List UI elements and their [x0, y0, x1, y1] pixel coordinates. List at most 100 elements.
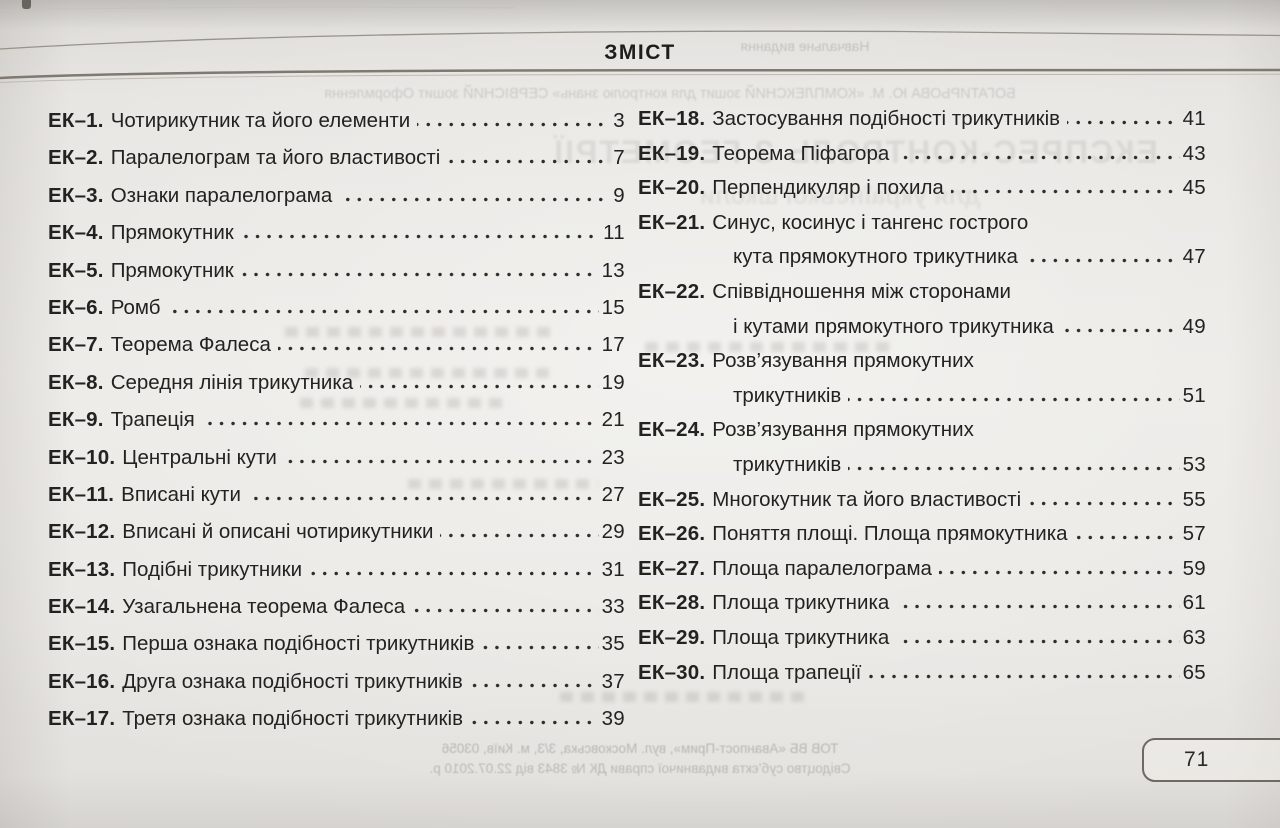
toc-entry-title: Подібні трикутники	[122, 557, 303, 581]
toc-entry-label: ЕК–26.	[638, 522, 706, 546]
toc-entry-title: Розв’язування прямокутних	[712, 418, 974, 442]
toc-entry-line: і кутами прямокутного трикутника 49	[638, 310, 1206, 345]
toc-entry: ЕК–8. Середня лінія трикутника 19	[48, 364, 625, 401]
toc-entry-title: Центральні кути	[122, 445, 277, 469]
toc-entry-page-number: 45	[1182, 176, 1206, 200]
toc-entry-title: Теорема Фалеса	[110, 333, 271, 357]
toc-entry-title-continued: і кутами прямокутного трикутника	[733, 314, 1054, 338]
toc-entry-line: ЕК–16. Друга ознака подібності трикутникі…	[48, 663, 625, 700]
toc-entry-title: Ознаки паралелограма	[110, 183, 333, 207]
toc-entry: ЕК–17. Третя ознака подібності трикутникі…	[48, 700, 625, 737]
dotted-leader	[1067, 120, 1180, 125]
toc-entry-label: ЕК–16.	[48, 669, 116, 693]
toc-entry: ЕК–15. Перша ознака подібності трикутникі…	[48, 625, 625, 662]
toc-entry-title: Застосування подібності трикутників	[712, 107, 1061, 130]
toc-entry-title: Середня лінія трикутника	[110, 370, 354, 394]
toc-entry: ЕК–27. Площа паралелограма 59	[638, 552, 1206, 587]
toc-entry-title: Площа паралелограма	[712, 556, 932, 580]
bleedthrough-imprint-line1: ТОВ ВБ «Аванпост-Прим», вул. Московська,…	[441, 741, 839, 756]
toc-entry-label: ЕК–24.	[638, 418, 706, 442]
dotted-leader	[240, 271, 599, 277]
toc-entry-label: ЕК–19.	[638, 141, 706, 165]
toc-entry-page-number: 51	[1182, 383, 1206, 407]
toc-entry-title: Прямокутник	[110, 258, 234, 282]
dotted-leader	[1060, 327, 1180, 333]
dotted-leader	[339, 196, 611, 202]
dotted-leader	[469, 720, 599, 726]
toc-entry-title: Площа трикутника	[712, 625, 890, 649]
toc-entry-line: ЕК–29. Площа трикутника 63	[638, 621, 1206, 656]
dotted-leader	[896, 154, 1180, 160]
toc-entry-line: ЕК–10. Центральні кути 23	[48, 439, 625, 476]
toc-entry-label: ЕК–25.	[638, 487, 706, 511]
toc-entry-label: ЕК–10.	[48, 445, 116, 469]
toc-entry: ЕК–13. Подібні трикутники 31	[48, 551, 625, 588]
toc-entry: ЕК–24. Розв’язування прямокутних трикутник…	[638, 413, 1206, 482]
toc-entry: ЕК–16. Друга ознака подібності трикутникі…	[48, 663, 625, 700]
toc-entry-page-number: 15	[601, 295, 625, 319]
dotted-leader	[309, 570, 599, 576]
toc-entry: ЕК–2. Паралелограм та його властивості 7	[48, 139, 625, 176]
toc-entry-page-number: 61	[1182, 591, 1206, 615]
toc-entry-line: кута прямокутного трикутника 47	[638, 240, 1206, 275]
toc-entry-line: ЕК–20. Перпендикуляр і похила 45	[638, 171, 1206, 206]
dotted-leader	[240, 234, 601, 240]
toc-entry: ЕК–9. Трапеція 21	[48, 401, 625, 438]
toc-entry-page-number: 63	[1182, 625, 1206, 649]
toc-entry-title-continued: трикутників	[733, 383, 842, 407]
toc-entry-line: ЕК–28. Площа трикутника 61	[638, 586, 1206, 621]
toc-entry-page-number: 7	[613, 146, 625, 170]
toc-entry-title: Ромб	[110, 295, 161, 319]
toc-entry: ЕК–7. Теорема Фалеса 17	[48, 326, 625, 363]
toc-entry-page-number: 47	[1182, 245, 1206, 269]
dotted-leader	[412, 608, 599, 614]
toc-entry-page-number: 59	[1182, 556, 1206, 580]
toc-entry: ЕК–5. Прямокутник 13	[48, 252, 625, 289]
table-of-contents: ЕК–1. Чотирикутник та його елементи 3 ЕК–2.…	[48, 102, 1206, 738]
toc-entry-label: ЕК–9.	[48, 408, 104, 432]
toc-entry-page-number: 17	[601, 333, 625, 357]
toc-entry-page-number: 41	[1182, 107, 1206, 130]
dotted-leader	[868, 673, 1180, 679]
toc-entry: ЕК–11. Вписані кути 27	[48, 476, 625, 513]
toc-entry-page-number: 21	[601, 408, 625, 432]
toc-entry-label: ЕК–8.	[48, 370, 104, 394]
toc-entry-title: Площа трикутника	[712, 591, 890, 615]
toc-entry-label: ЕК–28.	[638, 591, 706, 615]
toc-entry-label: ЕК–3.	[48, 183, 104, 207]
dotted-leader	[417, 122, 611, 127]
toc-entry-page-number: 33	[601, 595, 625, 619]
toc-entry: ЕК–30. Площа трапеції 65	[638, 656, 1206, 691]
toc-entry-line: трикутників 51	[638, 379, 1206, 414]
dotted-leader	[1024, 258, 1180, 264]
toc-entry-label: ЕК–5.	[48, 258, 104, 282]
toc-entry-label: ЕК–11.	[48, 482, 115, 506]
toc-entry-label: ЕК–22.	[638, 279, 706, 303]
toc-entry-page-number: 11	[603, 221, 625, 245]
toc-entry-title-continued: трикутників	[733, 452, 842, 476]
toc-entry-label: ЕК–17.	[48, 707, 116, 731]
toc-entry-line: ЕК–22. Співвідношення між сторонами	[638, 275, 1206, 310]
toc-entry-label: ЕК–1.	[48, 109, 104, 132]
toc-entry-line: ЕК–14. Узагальнена теорема Фалеса 33	[48, 588, 625, 625]
dotted-leader	[283, 458, 599, 464]
toc-entry-line: трикутників 53	[638, 448, 1206, 483]
bleedthrough-imprint-line2: Свідоцтво суб’єкта видавничої справи ДК …	[429, 761, 851, 776]
toc-entry: ЕК–21. Синус, косинус і тангенс гострого к…	[638, 206, 1206, 275]
toc-entry-line: ЕК–13. Подібні трикутники 31	[48, 551, 625, 588]
toc-entry-page-number: 43	[1182, 141, 1206, 165]
toc-entry-line: ЕК–4. Прямокутник 11	[48, 214, 625, 251]
toc-entry-title-continued: кута прямокутного трикутника	[733, 245, 1018, 269]
toc-entry: ЕК–12. Вписані й описані чотирикутники 29	[48, 513, 625, 550]
dotted-leader	[896, 604, 1180, 610]
toc-entry-title: Чотирикутник та його елементи	[110, 109, 411, 132]
toc-entry-label: ЕК–29.	[638, 625, 706, 649]
toc-entry-line: ЕК–9. Трапеція 21	[48, 401, 625, 438]
page-edge-mark	[22, 0, 31, 9]
toc-entry-page-number: 37	[601, 669, 625, 693]
toc-entry: ЕК–25. Многокутник та його властивості 55	[638, 483, 1206, 518]
toc-entry-label: ЕК–15.	[48, 632, 116, 656]
toc-entry-title: Теорема Піфагора	[712, 141, 890, 165]
toc-column-left: ЕК–1. Чотирикутник та його елементи 3 ЕК–2.…	[48, 102, 625, 738]
